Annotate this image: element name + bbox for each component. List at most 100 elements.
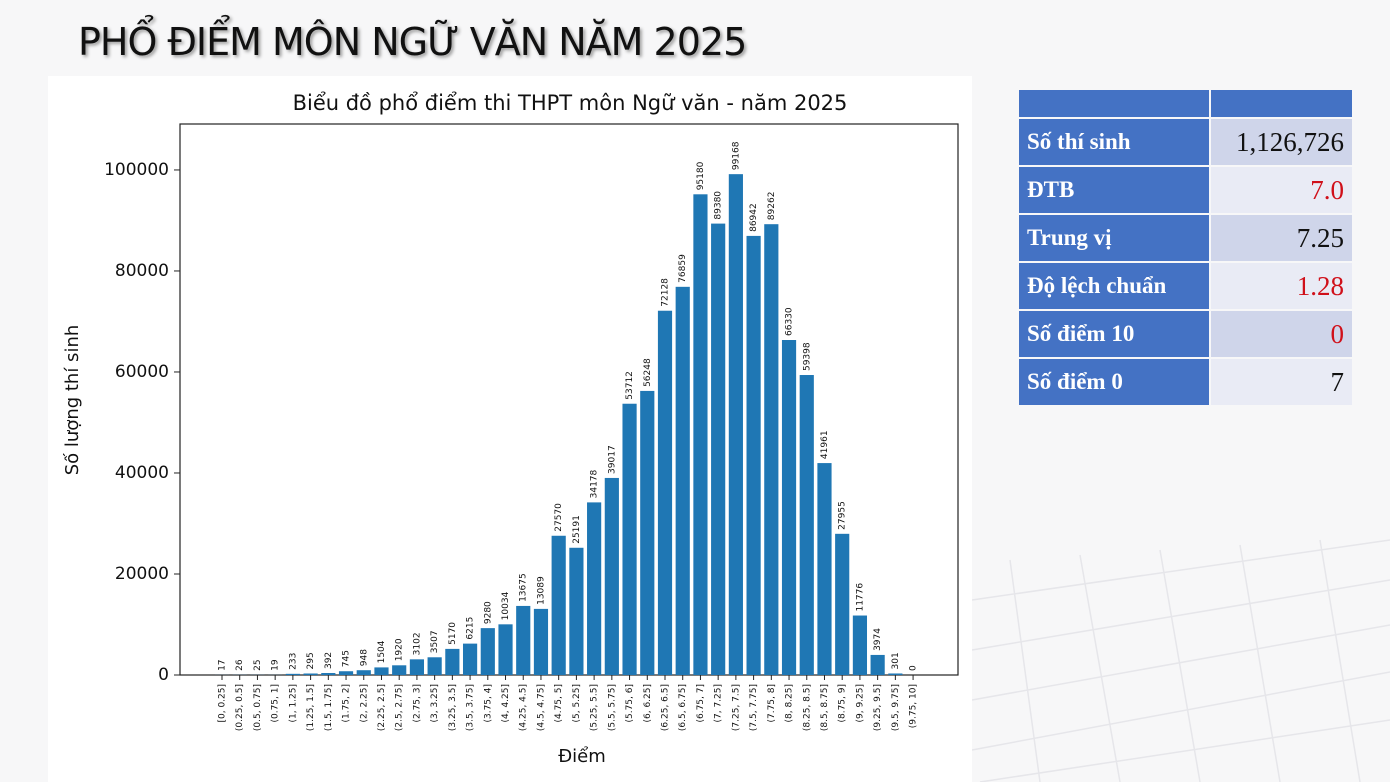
x-tick-label: (1, 1.25] (288, 684, 298, 723)
value-label: 5170 (448, 622, 458, 645)
y-tick-label: 60000 (115, 362, 169, 382)
bar (498, 624, 513, 675)
x-tick-label: (0.25, 0.5] (235, 684, 245, 731)
x-tick-label: (9, 9.25] (855, 684, 865, 723)
stats-row: Số điểm 10 0 (1019, 311, 1352, 357)
value-label: 745 (342, 650, 352, 667)
bar (640, 390, 655, 675)
x-tick-label: (7.5, 7.75] (749, 684, 759, 731)
value-label: 39017 (607, 445, 617, 474)
bar (657, 310, 673, 675)
bar (604, 477, 619, 675)
x-tick-label: (2.25, 2.5] (377, 684, 387, 731)
value-label: 10034 (501, 591, 511, 620)
value-label: 27955 (838, 501, 848, 530)
x-tick-label: (9.75, 10] (909, 684, 919, 728)
y-tick-label: 100000 (104, 160, 169, 180)
bar (728, 174, 743, 675)
x-tick-label: (4, 4.25] (501, 684, 511, 723)
bar (516, 605, 531, 675)
value-label: 301 (891, 652, 901, 669)
value-label: 3507 (430, 630, 440, 653)
bar (480, 628, 495, 675)
y-tick-label: 80000 (115, 261, 169, 281)
x-tick-label: (6.75, 7] (696, 684, 706, 723)
x-tick-label: (1.25, 1.5] (306, 684, 316, 731)
header-cell (1211, 90, 1352, 117)
x-tick-label: (8.75, 9] (838, 684, 848, 723)
bar (746, 235, 761, 675)
bar (356, 670, 371, 675)
stat-label: Số thí sinh (1019, 119, 1209, 165)
x-tick-label: (6.25, 6.5] (661, 684, 671, 731)
value-label: 41961 (820, 430, 830, 459)
value-label: 66330 (785, 307, 795, 336)
bar (852, 615, 868, 675)
bar (569, 547, 584, 675)
stat-value: 1.28 (1211, 263, 1352, 309)
stats-row: Độ lệch chuẩn 1.28 (1019, 263, 1352, 309)
bar (693, 194, 708, 675)
x-tick-label: (0.5, 0.75] (253, 684, 263, 731)
value-label: 56248 (643, 358, 653, 387)
stat-value: 0 (1211, 311, 1352, 357)
bar (764, 224, 779, 676)
bar (303, 673, 318, 675)
bar (551, 535, 566, 675)
x-tick-label: (6.5, 6.75] (678, 684, 688, 731)
stat-label: ĐTB (1019, 167, 1209, 213)
value-label: 3102 (412, 632, 422, 655)
value-label: 6215 (466, 617, 476, 640)
x-tick-label: (7.75, 8] (767, 684, 777, 723)
slide-title: PHỔ ĐIỂM MÔN NGỮ VĂN NĂM 2025 (78, 20, 747, 64)
x-tick-label: (3.25, 3.5] (448, 684, 458, 731)
bar (285, 673, 300, 675)
x-tick-label: (3.5, 3.75] (466, 684, 476, 731)
y-tick-label: 20000 (115, 564, 169, 584)
value-label: 53712 (625, 371, 635, 400)
value-label: 13089 (536, 576, 546, 605)
stats-row: Số thí sinh 1,126,726 (1019, 119, 1352, 165)
bar (835, 533, 850, 675)
bar (817, 463, 832, 675)
chart-title: Biểu đồ phổ điểm thi THPT môn Ngữ văn - … (293, 91, 848, 115)
value-label: 59398 (802, 342, 812, 371)
x-tick-label: [0, 0.25] (218, 684, 228, 723)
bar (675, 286, 690, 675)
x-tick-label: (4.25, 4.5] (519, 684, 529, 731)
bar (888, 673, 903, 675)
value-label: 19 (271, 659, 281, 671)
stats-row: Trung vị 7.25 (1019, 215, 1352, 261)
value-label: 27570 (554, 503, 564, 532)
x-tick-label: (5, 5.25] (572, 684, 582, 723)
x-tick-label: (9.5, 9.75] (891, 684, 901, 731)
value-label: 1504 (377, 640, 387, 663)
x-tick-label: (4.75, 5] (554, 684, 564, 723)
bar (462, 643, 478, 675)
x-tick-label: (7, 7.25] (714, 684, 724, 723)
value-label: 11776 (855, 583, 865, 612)
stat-label: Độ lệch chuẩn (1019, 263, 1209, 309)
header-row (1019, 90, 1352, 117)
value-label: 34178 (590, 469, 600, 498)
value-label: 26 (235, 659, 245, 671)
stats-row: ĐTB 7.0 (1019, 167, 1352, 213)
x-tick-label: (5.5, 5.75] (607, 684, 617, 731)
bar (781, 340, 797, 675)
stat-value: 7.0 (1211, 167, 1352, 213)
value-label: 95180 (696, 161, 706, 190)
y-tick-label: 0 (158, 665, 169, 685)
header-cell (1019, 90, 1209, 117)
x-axis-label: Điểm (558, 746, 606, 767)
stat-value: 7.25 (1211, 215, 1352, 261)
x-tick-label: (4.5, 4.75] (536, 684, 546, 731)
value-label: 99168 (731, 141, 741, 170)
stat-label: Số điểm 0 (1019, 359, 1209, 405)
bar (711, 223, 726, 676)
x-tick-label: (1.5, 1.75] (324, 684, 334, 731)
stat-label: Số điểm 10 (1019, 311, 1209, 357)
y-tick-label: 40000 (115, 463, 169, 483)
x-tick-label: (7.25, 7.5] (731, 684, 741, 731)
